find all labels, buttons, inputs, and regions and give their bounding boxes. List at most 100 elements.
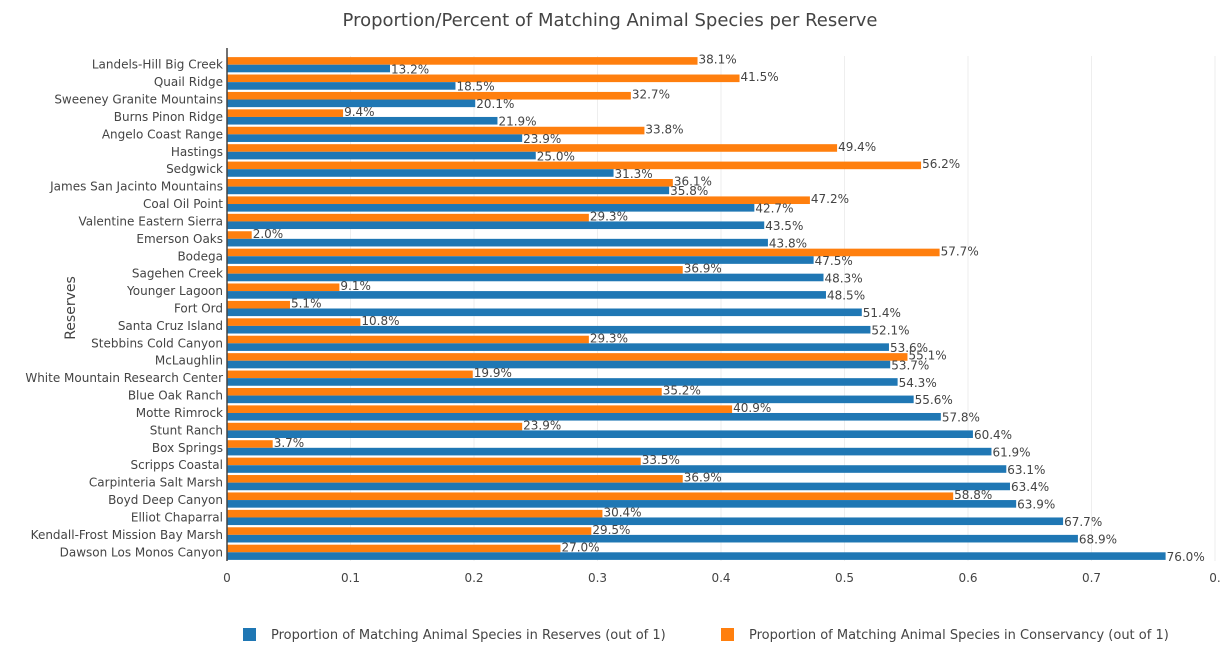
- y-tick-label: Scripps Coastal: [130, 458, 223, 472]
- data-label-reserves: 51.4%: [863, 306, 901, 320]
- y-tick-label: Bodega: [177, 249, 223, 263]
- bar-reserves: [227, 430, 973, 438]
- y-tick-label: Dawson Los Monos Canyon: [60, 545, 223, 559]
- bar-conservancy: [227, 544, 561, 553]
- data-label-conservancy: 36.9%: [684, 471, 722, 485]
- y-tick-label: Carpinteria Salt Marsh: [89, 476, 223, 490]
- bar-reserves: [227, 116, 498, 125]
- data-label-reserves: 13.2%: [391, 62, 429, 76]
- data-label-conservancy: 3.7%: [274, 436, 305, 450]
- bar-conservancy: [227, 126, 645, 135]
- legend-item-reserves-swatch: [243, 628, 256, 641]
- x-tick-label: 0.7: [1082, 571, 1101, 585]
- bar-conservancy: [227, 335, 589, 344]
- y-tick-label: Landels-Hill Big Creek: [92, 58, 223, 72]
- y-tick-label: Sagehen Creek: [132, 267, 223, 281]
- data-label-conservancy: 29.3%: [590, 209, 628, 223]
- data-label-conservancy: 32.7%: [632, 88, 670, 102]
- y-tick-label: White Mountain Research Center: [25, 371, 223, 385]
- data-label-conservancy: 33.5%: [642, 453, 680, 467]
- bar-reserves: [227, 517, 1064, 526]
- data-label-conservancy: 9.1%: [340, 279, 371, 293]
- data-label-conservancy: 29.5%: [592, 523, 630, 537]
- x-tick-label: 0.2: [464, 571, 483, 585]
- data-label-reserves: 57.8%: [942, 411, 980, 425]
- data-label-conservancy: 58.8%: [954, 488, 992, 502]
- bar-conservancy: [227, 144, 838, 152]
- bar-reserves: [227, 465, 1007, 473]
- data-label-reserves: 53.7%: [891, 358, 929, 372]
- y-tick-label: Hastings: [171, 145, 223, 159]
- data-label-reserves: 43.8%: [769, 236, 807, 250]
- bar-reserves: [227, 99, 476, 108]
- bar-conservancy: [227, 74, 740, 83]
- bar-reserves: [227, 412, 941, 421]
- data-label-reserves: 43.5%: [765, 219, 803, 233]
- data-label-reserves: 61.9%: [992, 445, 1030, 459]
- legend-item-conservancy-label: Proportion of Matching Animal Species in…: [749, 628, 1169, 643]
- data-label-reserves: 60.4%: [974, 428, 1012, 442]
- x-tick-label: 0.1: [341, 571, 360, 585]
- x-tick-label: 0.: [1209, 571, 1220, 585]
- bar-conservancy: [227, 248, 940, 257]
- bar-reserves: [227, 221, 765, 230]
- data-label-conservancy: 36.9%: [684, 262, 722, 276]
- data-label-reserves: 48.5%: [827, 289, 865, 303]
- data-label-reserves: 55.6%: [915, 393, 953, 407]
- bar-reserves: [227, 534, 1078, 543]
- bar-conservancy: [227, 475, 683, 483]
- bar-conservancy: [227, 370, 473, 379]
- y-tick-label: Motte Rimrock: [136, 406, 223, 420]
- data-label-reserves: 63.9%: [1017, 498, 1055, 512]
- y-tick-label: Elliot Chaparral: [131, 510, 223, 524]
- data-label-reserves: 48.3%: [825, 271, 863, 285]
- y-tick-label: Fort Ord: [174, 302, 223, 316]
- bar-reserves: [227, 64, 391, 73]
- data-label-conservancy: 47.2%: [811, 192, 849, 206]
- x-tick-label: 0.6: [958, 571, 977, 585]
- data-label-conservancy: 19.9%: [474, 366, 512, 380]
- bar-conservancy: [227, 109, 344, 117]
- bars-group: [227, 57, 1166, 560]
- y-tick-label: Stunt Ranch: [150, 423, 223, 437]
- bar-conservancy: [227, 527, 592, 535]
- bar-reserves: [227, 169, 614, 177]
- data-label-conservancy: 10.8%: [361, 314, 399, 328]
- data-label-reserves: 21.9%: [498, 115, 536, 129]
- bar-reserves: [227, 151, 536, 160]
- bar-conservancy: [227, 213, 589, 222]
- data-label-conservancy: 5.1%: [291, 297, 322, 311]
- data-label-reserves: 67.7%: [1064, 515, 1102, 529]
- bar-conservancy: [227, 440, 273, 448]
- data-label-conservancy: 36.1%: [674, 175, 712, 189]
- data-label-reserves: 63.4%: [1011, 480, 1049, 494]
- bar-reserves: [227, 500, 1017, 508]
- y-tick-label: Coal Oil Point: [143, 197, 223, 211]
- data-label-reserves: 23.9%: [523, 132, 561, 146]
- y-tick-label: Kendall-Frost Mission Bay Marsh: [31, 528, 223, 542]
- y-tick-label: Stebbins Cold Canyon: [91, 336, 223, 350]
- bar-reserves: [227, 186, 670, 195]
- bar-reserves: [227, 291, 826, 299]
- x-tick-label: 0.4: [711, 571, 730, 585]
- bar-reserves: [227, 552, 1166, 560]
- bar-reserves: [227, 447, 992, 456]
- bar-conservancy: [227, 57, 698, 65]
- bar-reserves: [227, 134, 523, 142]
- data-label-reserves: 42.7%: [755, 202, 793, 216]
- data-label-conservancy: 56.2%: [922, 157, 960, 171]
- data-label-conservancy: 33.8%: [645, 122, 683, 136]
- y-tick-label: Santa Cruz Island: [118, 319, 223, 333]
- y-tick-label: Sedgwick: [166, 162, 223, 176]
- data-label-conservancy: 38.1%: [699, 53, 737, 67]
- bar-reserves: [227, 273, 824, 282]
- bar-conservancy: [227, 405, 733, 413]
- data-label-conservancy: 49.4%: [838, 140, 876, 154]
- bar-conservancy: [227, 509, 603, 518]
- axes: 0 0.1 0.2 0.3 0.4 0.5 0.6 0.7 0. Landels-Hill Big…: [25, 48, 1221, 585]
- bar-conservancy: [227, 179, 673, 187]
- data-label-conservancy: 27.0%: [561, 540, 599, 554]
- data-label-reserves: 31.3%: [615, 167, 653, 181]
